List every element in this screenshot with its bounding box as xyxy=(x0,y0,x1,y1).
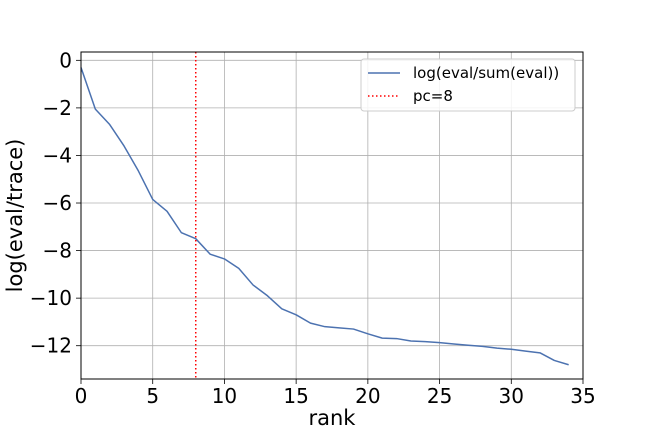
x-tick-label: 35 xyxy=(570,384,595,408)
x-tick-label: 10 xyxy=(212,384,237,408)
x-tick-label: 30 xyxy=(499,384,524,408)
y-tick-label: −4 xyxy=(43,143,72,167)
legend-label-series: log(eval/sum(eval)) xyxy=(413,64,559,82)
x-tick-label: 0 xyxy=(75,384,88,408)
y-tick-label: −8 xyxy=(43,239,72,263)
legend-label-vline: pc=8 xyxy=(413,87,453,105)
x-tick-label: 5 xyxy=(146,384,159,408)
x-tick-label: 15 xyxy=(283,384,308,408)
y-axis-label: log(eval/trace) xyxy=(3,139,27,293)
plot-frame xyxy=(80,51,584,380)
y-tick-label: −6 xyxy=(43,191,72,215)
x-tick-label: 25 xyxy=(427,384,452,408)
series-line xyxy=(80,67,569,366)
legend: log(eval/sum(eval)) pc=8 xyxy=(360,58,576,112)
x-axis-label: rank xyxy=(309,406,357,430)
y-tick-label: −12 xyxy=(30,334,72,358)
x-tick-label: 20 xyxy=(355,384,380,408)
y-tick-label: 0 xyxy=(59,48,72,72)
y-tick-label: −2 xyxy=(43,96,72,120)
plot-lines xyxy=(80,52,569,379)
y-tick-label: −10 xyxy=(30,286,72,310)
legend-box xyxy=(360,58,576,112)
ticks: 0 5 10 15 20 25 30 35 0 −2 −4 −6 −8 −10 −12 xyxy=(30,48,596,408)
